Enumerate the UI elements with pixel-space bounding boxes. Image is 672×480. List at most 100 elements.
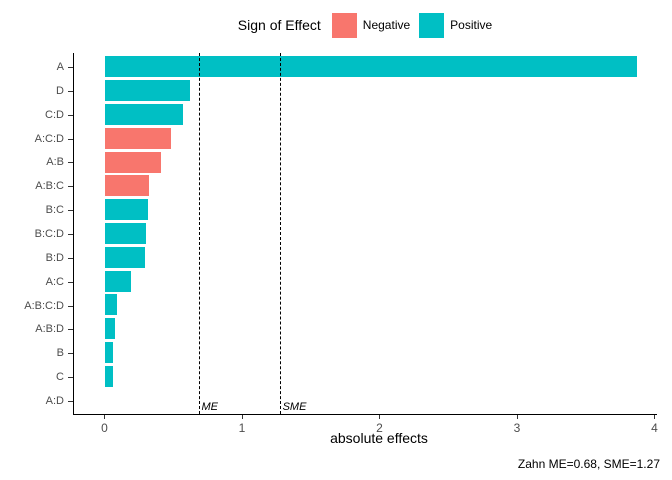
y-tick-mark [68,257,73,259]
y-tick-mark [68,400,73,402]
legend-item-negative: Negative [331,12,411,38]
y-tick-row [68,317,73,341]
x-tick-mark [654,415,655,419]
y-tick-row [68,270,73,294]
x-axis: 0 1 2 3 4 [73,415,658,441]
y-tick-mark [68,305,73,307]
plot-panel: ME SME [73,53,657,415]
bar-row [74,364,657,388]
x-tick-mark [516,415,518,419]
y-axis-label: A:D [45,394,64,407]
bar-row [74,103,657,127]
reference-line-label: SME [282,401,307,413]
y-tick-mark [68,210,73,212]
y-axis-label: D [56,84,64,97]
legend-label: Negative [362,18,411,32]
y-axis-label: A:C [45,275,64,288]
y-tick-mark [68,353,73,355]
y-axis-label: A:B [46,156,64,169]
reference-line-label: ME [201,401,219,413]
bar-B:C [105,199,148,221]
y-tick-mark [68,138,73,140]
bar-A:C:D [105,127,171,149]
bar-row [74,198,657,222]
x-tick-mark [241,415,243,419]
y-tick-row [68,222,73,246]
y-axis-label: A:B:D [35,323,64,336]
legend-swatch-negative [331,12,357,38]
y-tick-mark [68,66,73,68]
bar-A [105,56,638,78]
y-tick-mark [68,377,73,379]
bar-D [105,80,191,102]
bar-row [74,341,657,365]
y-axis-label: C [56,371,64,384]
reference-line-sme [279,53,281,414]
bar-row [74,293,657,317]
bar-A:B [105,151,162,173]
y-tick-mark [68,281,73,283]
x-tick-mark [379,415,380,419]
legend: Sign of Effect Negative Positive [73,10,657,40]
y-axis-ticks [68,53,73,415]
bar-rows [74,53,657,414]
x-tick-label: 2 [376,421,383,435]
y-tick-row [68,150,73,174]
reference-line-me [198,53,200,414]
y-tick-mark [68,162,73,164]
legend-title: Sign of Effect [237,17,321,33]
y-tick-mark [68,114,73,116]
y-axis-label: A [56,60,64,73]
y-axis-label: A:B:C [35,180,64,193]
y-axis-label: B:D [45,251,64,264]
x-axis-title: absolute effects [330,430,428,446]
bar-row [74,174,657,198]
bar-B [105,341,114,363]
y-tick-mark [68,233,73,235]
x-tick-label: 4 [651,421,658,435]
bar-A:C [105,270,132,292]
y-axis-label: A:C:D [34,132,64,145]
bar-row [74,245,657,269]
y-tick-mark [68,329,73,331]
y-axis-label: B [56,347,64,360]
bar-row [74,79,657,103]
bar-B:D [105,246,145,268]
bar-B:C:D [105,223,147,244]
y-tick-mark [68,186,73,188]
y-axis-label: C:D [45,108,64,121]
bar-row [74,269,657,293]
x-tick-label: 0 [101,421,108,435]
y-axis-label: A:B:C:D [24,299,64,312]
bar-row [74,150,657,174]
y-tick-row [68,246,73,270]
y-tick-mark [68,90,73,92]
legend-label: Positive [450,18,493,32]
bar-A:B:C:D [105,294,118,316]
bar-row [74,55,657,79]
y-axis-label: B:C:D [34,227,64,240]
bar-C:D [105,104,184,125]
x-tick-label: 1 [238,421,246,435]
y-tick-row [68,341,73,365]
y-tick-row [68,389,73,413]
bar-A:B:D [105,318,115,340]
legend-item-positive: Positive [419,12,493,38]
y-tick-row [68,55,73,79]
y-tick-row [68,127,73,151]
bar-row [74,126,657,150]
y-tick-row [68,365,73,389]
y-tick-row [68,79,73,103]
x-tick-label: 3 [513,421,521,435]
x-tick-mark [104,415,105,419]
y-axis-labels: A D C:D A:C:D A:B A:B:C B:C B:C:D B:D A:C A:B:C:D A… [0,53,64,415]
y-tick-row [68,198,73,222]
bar-row [74,388,657,412]
caption: Zahn ME=0.68, SME=1.27 [517,457,660,471]
bar-A:B:C [105,175,149,197]
y-tick-row [68,294,73,318]
y-tick-row [68,103,73,127]
y-tick-row [68,174,73,198]
bar-C [105,365,114,387]
